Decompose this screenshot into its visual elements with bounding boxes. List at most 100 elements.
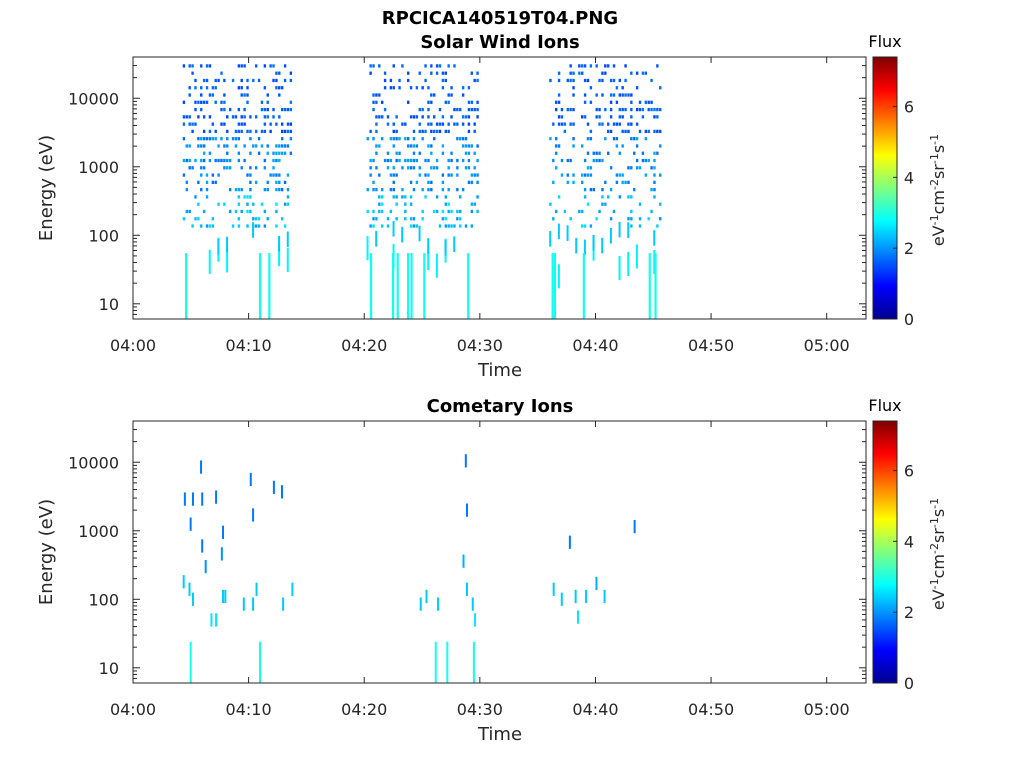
flux-cell	[609, 217, 613, 221]
flux-cell	[404, 137, 407, 141]
flux-cell	[211, 180, 215, 184]
flux-cell	[243, 115, 246, 119]
flux-cell	[278, 173, 281, 177]
flux-cell	[583, 115, 587, 119]
flux-cell	[601, 237, 604, 254]
flux-cell	[369, 166, 372, 170]
flux-cell	[627, 122, 630, 126]
flux-cell	[378, 195, 381, 199]
flux-cell	[427, 107, 430, 112]
flux-cell	[266, 100, 269, 104]
flux-cell	[260, 144, 264, 148]
flux-cell	[644, 71, 647, 75]
flux-cell	[589, 137, 593, 141]
flux-cell	[188, 64, 191, 68]
flux-cell	[188, 158, 191, 163]
flux-cell	[554, 100, 558, 104]
flux-cell	[202, 129, 206, 134]
flux-cell	[237, 158, 241, 163]
flux-cell	[260, 129, 264, 134]
flux-cell	[609, 115, 613, 119]
flux-cell	[447, 64, 450, 68]
flux-cell	[444, 100, 447, 104]
flux-cell	[415, 158, 419, 163]
flux-cell	[435, 64, 439, 68]
flux-cell	[228, 158, 232, 163]
colorbar-tick-label: 2	[904, 239, 914, 258]
flux-cell	[464, 224, 468, 228]
flux-cell	[621, 173, 624, 177]
flux-cell	[635, 122, 639, 126]
flux-cell	[191, 592, 194, 606]
flux-cell	[380, 195, 384, 199]
flux-cell	[378, 202, 381, 206]
flux-cell	[554, 137, 558, 141]
flux-cell	[263, 129, 267, 134]
unit-sr: sr	[929, 528, 948, 543]
flux-cell	[612, 78, 616, 83]
flux-cell	[624, 78, 627, 83]
flux-cell	[609, 78, 613, 83]
flux-cell	[404, 195, 407, 199]
flux-cell	[615, 122, 619, 126]
flux-cell	[398, 86, 401, 90]
flux-cell	[595, 217, 598, 221]
flux-cell	[240, 166, 243, 170]
flux-cell	[222, 589, 225, 604]
flux-cell	[427, 86, 430, 90]
x-tick-label: 04:00	[110, 700, 156, 719]
flux-cell	[217, 238, 220, 255]
figure-title: RPCICA140519T04.PNG	[382, 8, 618, 29]
flux-cell	[223, 122, 226, 126]
flux-cell	[633, 519, 636, 534]
flux-cell	[412, 188, 416, 192]
flux-cell	[200, 93, 203, 97]
flux-cell	[598, 107, 601, 112]
flux-cell	[598, 115, 601, 119]
flux-cell	[601, 122, 604, 126]
flux-cell	[210, 613, 213, 627]
flux-cell	[589, 86, 593, 90]
flux-cell	[467, 144, 471, 148]
flux-cell	[601, 202, 604, 206]
flux-cell	[441, 86, 445, 90]
flux-cell	[456, 137, 459, 141]
flux-cell	[569, 64, 572, 68]
flux-cell	[659, 144, 662, 148]
flux-cell	[650, 166, 653, 170]
flux-cell	[201, 492, 204, 506]
flux-cell	[389, 173, 393, 177]
flux-cell	[234, 137, 238, 141]
flux-cell	[389, 78, 393, 83]
flux-cell	[433, 93, 436, 97]
flux-cell	[380, 224, 384, 228]
flux-cell	[275, 173, 278, 177]
flux-cell	[182, 115, 186, 119]
flux-cell	[272, 64, 275, 68]
flux-cell	[378, 64, 381, 68]
flux-cell	[217, 144, 220, 148]
flux-cell	[243, 144, 246, 148]
flux-cell	[424, 173, 427, 177]
y-tick-label: 100	[88, 226, 119, 245]
flux-cell	[447, 100, 450, 104]
flux-cell	[286, 122, 290, 126]
flux-cell	[624, 64, 627, 68]
flux-cell	[201, 539, 204, 553]
flux-cell	[633, 151, 636, 155]
flux-cell	[470, 144, 473, 148]
flux-cell	[366, 236, 369, 261]
flux-cell	[583, 188, 587, 192]
unit-s: s	[929, 509, 948, 517]
flux-cell	[383, 107, 387, 112]
flux-cell	[240, 64, 243, 68]
flux-cell	[372, 100, 375, 104]
flux-cell	[635, 158, 639, 163]
flux-cell	[467, 158, 471, 163]
flux-cell	[656, 151, 659, 155]
flux-cell	[598, 209, 601, 214]
flux-cell	[450, 151, 453, 155]
flux-cell	[401, 195, 404, 199]
flux-cell	[618, 255, 621, 281]
